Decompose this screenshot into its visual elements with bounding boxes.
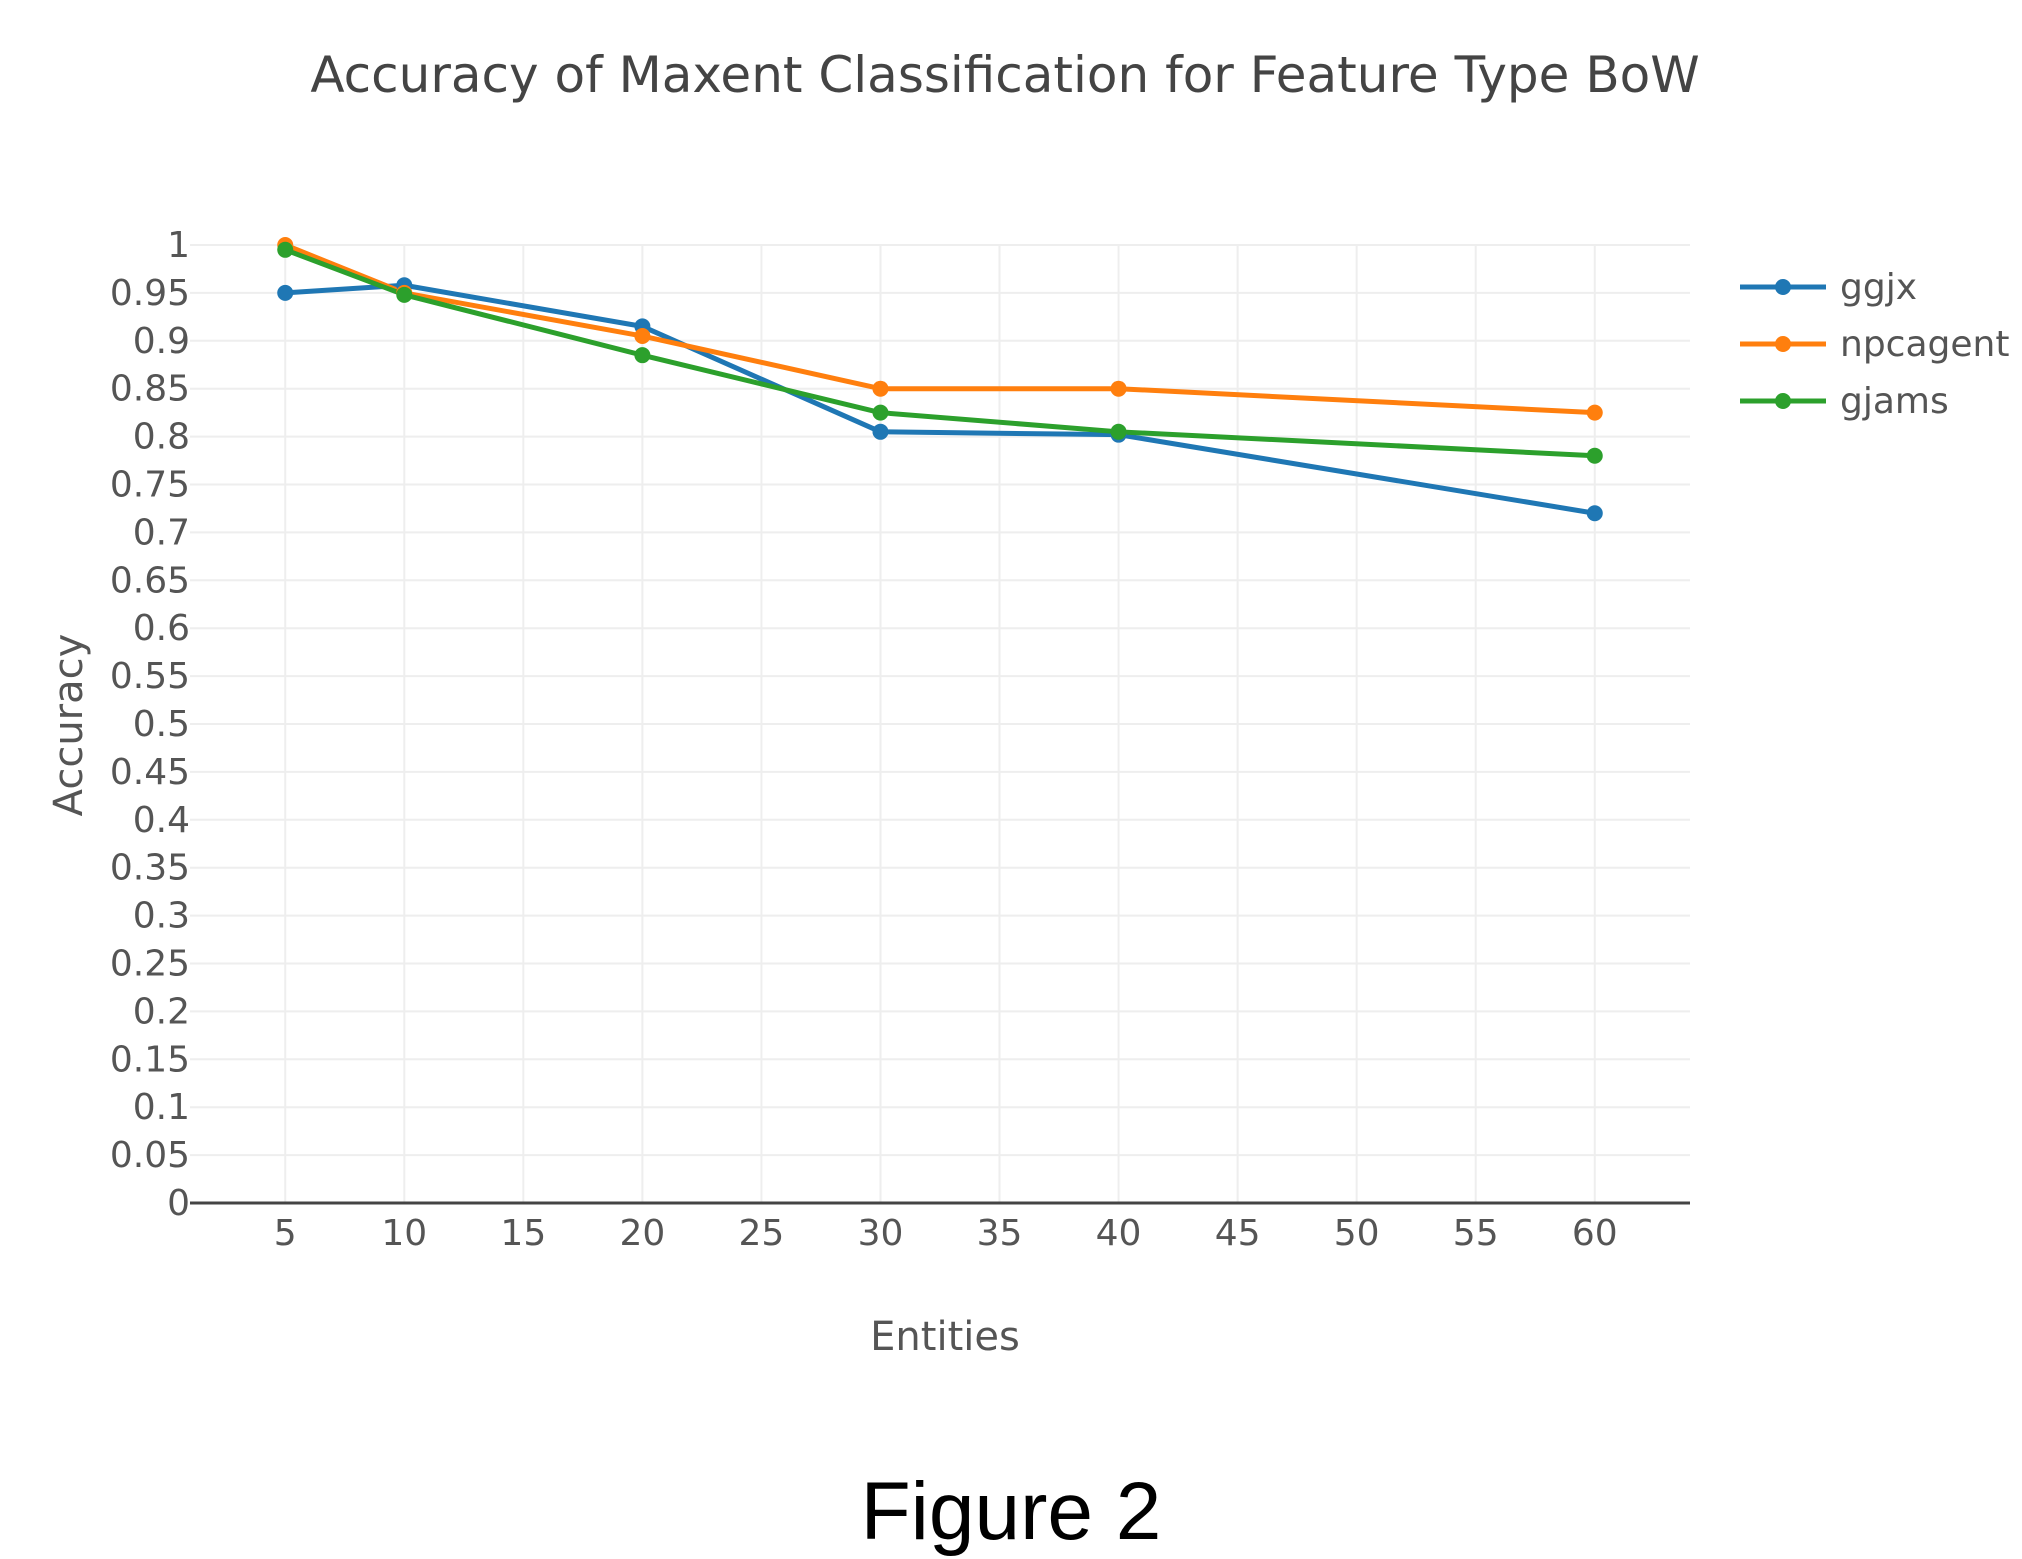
y-tick-label: 0.55	[110, 656, 190, 697]
y-tick-label: 0.05	[110, 1135, 190, 1176]
y-tick-label: 0.15	[110, 1039, 190, 1080]
y-tick-label: 0.75	[110, 465, 190, 506]
x-tick-label: 25	[739, 1213, 785, 1254]
data-point-gjams	[634, 347, 651, 364]
data-point-npcagent	[872, 380, 889, 397]
x-tick-label: 55	[1453, 1213, 1499, 1254]
y-axis-title: Accuracy	[46, 634, 92, 817]
series-line-ggjx	[285, 282, 1596, 516]
x-tick-label: 30	[858, 1213, 904, 1254]
chart-title: Accuracy of Maxent Classification for Fe…	[310, 46, 1699, 104]
series-points	[277, 237, 1603, 522]
series-line-gjams	[284, 247, 1595, 459]
x-tick-label: 45	[1215, 1213, 1261, 1254]
legend-swatch-marker	[1775, 279, 1791, 295]
y-tick-label: 0.85	[110, 369, 190, 410]
y-tick-label: 0.4	[133, 800, 190, 841]
legend-item-npcagent[interactable]: npcagent	[1740, 324, 2009, 365]
y-tick-label: 0	[167, 1183, 190, 1224]
y-tick-label: 0.25	[110, 944, 190, 985]
data-point-npcagent	[634, 328, 651, 345]
data-point-gjams	[1586, 447, 1603, 464]
y-tick-label: 1	[167, 225, 190, 266]
y-tick-label: 0.8	[133, 417, 190, 458]
x-tick-label: 50	[1334, 1213, 1380, 1254]
legend-swatch-marker	[1775, 393, 1791, 409]
legend-label: gjams	[1840, 381, 1949, 422]
y-tick-label: 0.5	[133, 704, 190, 745]
legend-item-gjams[interactable]: gjams	[1740, 381, 1949, 422]
data-point-gjams	[872, 404, 889, 421]
data-point-gjams	[1110, 423, 1127, 440]
series-line-npcagent	[284, 242, 1595, 416]
data-point-ggjx	[1586, 505, 1603, 522]
x-tick-label: 15	[500, 1213, 546, 1254]
figure-caption: Figure 2	[860, 1466, 1162, 1557]
legend-label: npcagent	[1840, 324, 2009, 365]
data-point-npcagent	[1110, 380, 1127, 397]
data-point-npcagent	[1586, 404, 1603, 421]
y-tick-label: 0.65	[110, 560, 190, 601]
y-tick-label: 0.95	[110, 273, 190, 314]
y-tick-label: 0.9	[133, 321, 190, 362]
series-lines	[284, 242, 1596, 516]
x-axis-title: Entities	[870, 1314, 1020, 1360]
data-point-gjams	[396, 286, 413, 303]
legend-label: ggjx	[1840, 267, 1917, 308]
y-tick-label: 0.6	[133, 608, 190, 649]
x-tick-label: 20	[619, 1213, 665, 1254]
x-tick-label: 40	[1096, 1213, 1142, 1254]
x-tick-label: 60	[1572, 1213, 1618, 1254]
data-point-ggjx	[872, 423, 889, 440]
y-tick-label: 0.1	[133, 1087, 190, 1128]
y-tick-label: 0.35	[110, 848, 190, 889]
x-tick-label: 5	[274, 1213, 297, 1254]
x-tick-label: 35	[977, 1213, 1023, 1254]
legend[interactable]: ggjx npcagent gjams	[1740, 267, 2009, 422]
y-tick-label: 0.2	[133, 991, 190, 1032]
y-tick-label: 0.3	[133, 896, 190, 937]
y-axis: 0 0.05 0.1 0.15 0.2 0.25 0.3 0.35 0.4 0.45 0.5 0.55…	[110, 225, 190, 1224]
legend-swatch-marker	[1775, 336, 1791, 352]
data-point-gjams	[277, 241, 294, 258]
y-tick-label: 0.7	[133, 512, 190, 553]
grid-lines	[190, 244, 1690, 1203]
data-point-ggjx	[277, 284, 294, 301]
legend-item-ggjx[interactable]: ggjx	[1740, 267, 1917, 308]
y-tick-label: 0.45	[110, 752, 190, 793]
line-chart: Accuracy of Maxent Classification for Fe…	[46, 46, 2009, 1360]
x-tick-label: 10	[381, 1213, 427, 1254]
x-axis: 5 10 15 20 25 30 35 40 45 50 55 60	[190, 1201, 1690, 1254]
